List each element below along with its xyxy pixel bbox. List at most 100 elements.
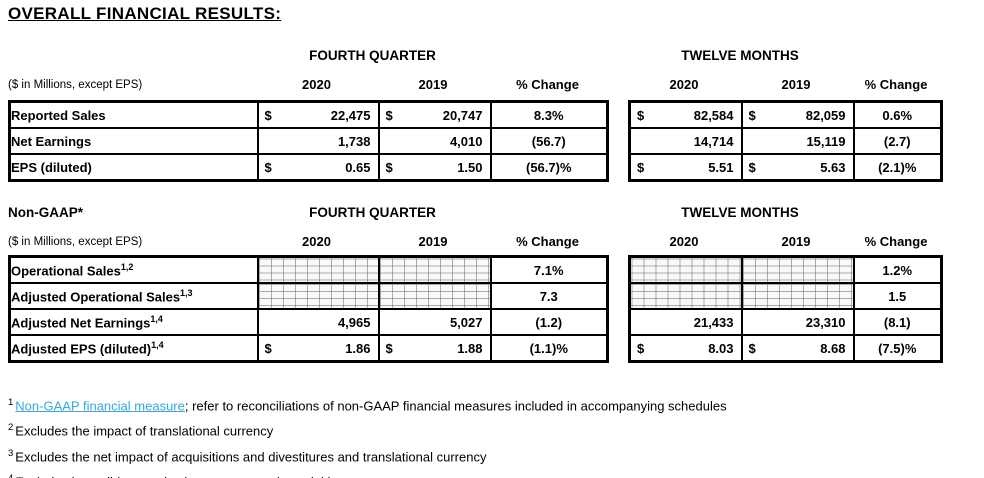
hatched-value-cell — [628, 255, 743, 284]
value: 15,119 — [806, 133, 846, 149]
change-cell: (2.1)% — [852, 153, 943, 182]
footnote-ref: 1,4 — [151, 339, 164, 350]
hatched-value-cell — [256, 282, 380, 310]
table-row: Reported Sales $22,475 $20,747 8.3% — [8, 100, 609, 129]
currency-symbol: $ — [385, 340, 393, 356]
currency-symbol: $ — [264, 159, 272, 175]
value: 1.86 — [345, 340, 371, 356]
value-cell: $20,747 — [377, 100, 492, 129]
gaap-twelve-months-header: TWELVE MONTHS — [681, 48, 799, 63]
value: 82,059 — [805, 107, 846, 123]
footnote-text: Excludes intangible amortization expense… — [15, 474, 358, 478]
change-cell: 7.3 — [489, 282, 609, 310]
value: 20,747 — [442, 107, 483, 123]
footnote-number: 2 — [8, 422, 14, 434]
currency-symbol: $ — [385, 159, 393, 175]
hatched-value-cell — [377, 282, 492, 310]
non-gaap-fq-2019-colhead: 2019 — [418, 234, 448, 249]
change-cell: 1.5 — [852, 282, 943, 310]
value-cell: $1.86 — [256, 334, 380, 363]
table-row: 21,433 23,310 (8.1) — [628, 308, 943, 336]
footnote-1: 1 Non-GAAP financial measure; refer to re… — [8, 394, 727, 414]
gaap-fourth-quarter-table: Reported Sales $22,475 $20,747 8.3% Net … — [8, 100, 609, 182]
value-cell: $22,475 — [256, 100, 380, 129]
row-label: Adjusted Operational Sales — [11, 289, 181, 305]
currency-symbol: $ — [748, 159, 756, 175]
footnote-4: 4Excludes intangible amortization expens… — [8, 470, 727, 478]
value: 14,714 — [693, 133, 734, 149]
change-cell: (1.1)% — [489, 334, 609, 363]
value-cell: $8.03 — [628, 334, 743, 363]
non-gaap-twelve-months-table: 1.2% 1.5 21,433 23,310 (8.1) $8.03 $8.68… — [628, 255, 943, 363]
table-row: 14,714 15,119 (2.7) — [628, 127, 943, 155]
footnote-3: 3 Excludes the net impact of acquisitions… — [8, 445, 727, 465]
gaap-twelve-months-table: $82,584 $82,059 0.6% 14,714 15,119 (2.7)… — [628, 100, 943, 182]
row-label: Adjusted Net Earnings — [11, 315, 151, 331]
value-cell: $1.50 — [377, 153, 492, 182]
value: 0.65 — [345, 159, 371, 175]
hatched-value-cell — [256, 255, 380, 284]
gaap-fq-2019-colhead: 2019 — [418, 77, 448, 92]
change-cell: 1.2% — [852, 255, 943, 284]
table-row: Adjusted Net Earnings1,4 4,965 5,027 (1.… — [8, 308, 609, 336]
footnote-text: Excludes the impact of translational cur… — [15, 423, 274, 439]
row-label-cell: EPS (diluted) — [8, 153, 259, 182]
row-label: Reported Sales — [11, 107, 106, 123]
row-label-cell: Operational Sales1,2 — [8, 255, 259, 284]
value-cell: 14,714 — [628, 127, 743, 155]
footnote-2: 2 Excludes the impact of translational cu… — [8, 419, 727, 439]
footnote-number: 1 — [8, 397, 14, 408]
table-row: $5.51 $5.63 (2.1)% — [628, 153, 943, 182]
value: 8.03 — [708, 340, 734, 356]
table-row: 1.2% — [628, 255, 943, 284]
table-row: $8.03 $8.68 (7.5)% — [628, 334, 943, 363]
hatched-value-cell — [740, 255, 855, 284]
change-cell: 7.1% — [489, 255, 609, 284]
currency-symbol: $ — [748, 107, 756, 123]
non-gaap-tm-2019-colhead: 2019 — [781, 234, 811, 249]
currency-symbol: $ — [637, 107, 645, 123]
change-cell: (2.7) — [852, 127, 943, 155]
non-gaap-fq-pct-change-colhead: % Change — [516, 234, 579, 249]
value: 22,475 — [330, 107, 371, 123]
value-cell: 15,119 — [740, 127, 855, 155]
value: 5,027 — [449, 314, 483, 330]
gaap-tm-2019-colhead: 2019 — [781, 77, 811, 92]
table-row: $82,584 $82,059 0.6% — [628, 100, 943, 129]
value: 82,584 — [693, 107, 734, 123]
gaap-tm-pct-change-colhead: % Change — [864, 77, 928, 92]
change-cell: 0.6% — [852, 100, 943, 129]
value-cell: 4,010 — [377, 127, 492, 155]
footnote-ref: 1,4 — [150, 313, 163, 324]
value-cell: $0.65 — [256, 153, 380, 182]
row-label: EPS (diluted) — [11, 159, 92, 175]
footnote-text: Excludes the net impact of acquisitions … — [15, 448, 487, 464]
gaap-unit-note: ($ in Millions, except EPS) — [8, 79, 143, 91]
value: 1,738 — [337, 133, 371, 149]
value: 1.88 — [457, 340, 483, 356]
change-cell: (1.2) — [489, 308, 609, 336]
row-label: Net Earnings — [11, 133, 92, 149]
value: 4,010 — [449, 133, 483, 149]
value-cell: $5.51 — [628, 153, 743, 182]
table-row: Net Earnings 1,738 4,010 (56.7) — [8, 127, 609, 155]
hatched-value-cell — [628, 282, 743, 310]
non-gaap-measure-link[interactable]: Non-GAAP financial measure — [15, 398, 185, 414]
row-label-cell: Adjusted Net Earnings1,4 — [8, 308, 259, 336]
value-cell: 4,965 — [256, 308, 380, 336]
row-label-cell: Adjusted EPS (diluted)1,4 — [8, 334, 259, 363]
change-cell: (56.7) — [489, 127, 609, 155]
footnote-number: 3 — [8, 447, 14, 459]
non-gaap-fourth-quarter-table: Operational Sales1,2 7.1% Adjusted Opera… — [8, 255, 609, 363]
gaap-fq-pct-change-colhead: % Change — [516, 77, 579, 92]
value-cell: $8.68 — [740, 334, 855, 363]
currency-symbol: $ — [637, 340, 645, 356]
footnote-text: ; refer to reconciliations of non-GAAP f… — [184, 398, 727, 414]
row-label: Adjusted EPS (diluted) — [11, 341, 152, 357]
row-label-cell: Reported Sales — [8, 100, 259, 129]
change-cell: (7.5)% — [852, 334, 943, 363]
value-cell: $82,059 — [740, 100, 855, 129]
table-row: Operational Sales1,2 7.1% — [8, 255, 609, 284]
hatched-value-cell — [740, 282, 855, 310]
